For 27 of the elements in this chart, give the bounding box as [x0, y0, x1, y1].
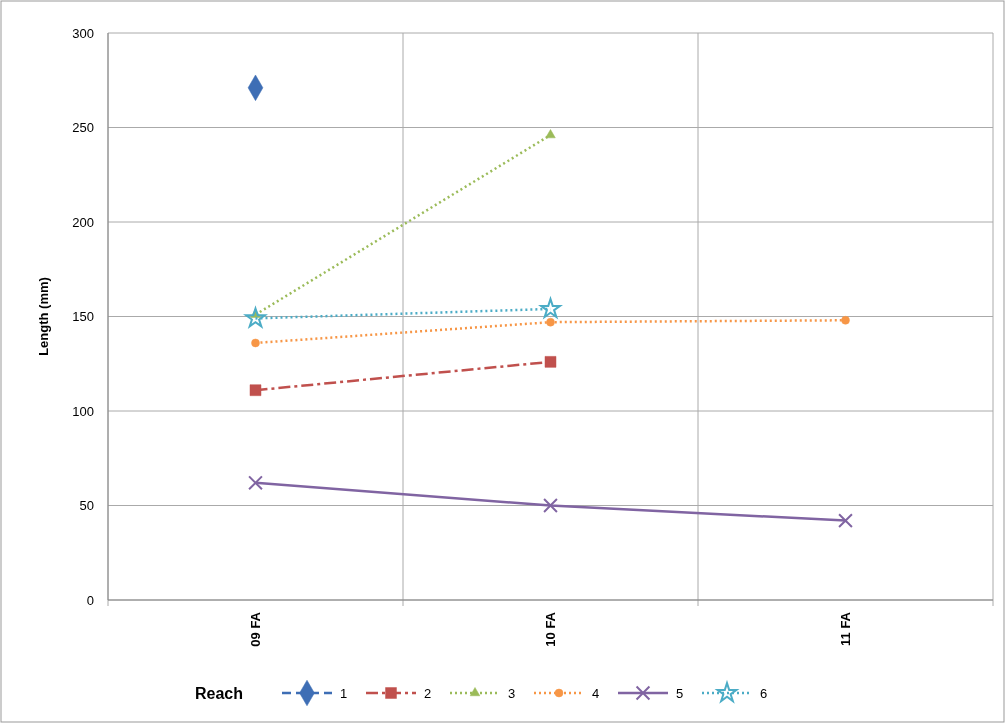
legend-label: 1	[340, 686, 348, 701]
point	[248, 475, 263, 491]
x-tick-label: 09 FA	[248, 611, 264, 647]
point	[838, 513, 853, 529]
legend-label: 5	[676, 686, 684, 701]
point	[544, 356, 557, 368]
legend-label: 6	[760, 686, 768, 701]
y-tick-label: 150	[72, 309, 94, 325]
y-tick-label: 250	[72, 120, 94, 136]
y-tick-label: 50	[79, 498, 94, 514]
legend-label: 4	[592, 686, 600, 701]
x-tick-label: 10 FA	[543, 611, 559, 647]
point	[251, 338, 260, 348]
y-tick-label: 100	[72, 403, 94, 419]
point	[841, 316, 850, 325]
legend-title: Reach	[195, 685, 244, 702]
point	[540, 298, 561, 318]
y-tick-label: 300	[72, 25, 94, 41]
legend-label: 3	[508, 686, 516, 701]
legend-label: 2	[424, 686, 432, 701]
y-tick-label: 200	[72, 214, 94, 230]
x-tick-label: 11 FA	[838, 611, 854, 646]
point	[249, 384, 262, 396]
point	[546, 317, 555, 327]
point	[543, 498, 558, 513]
y-axis-title: Length (mm)	[36, 277, 51, 356]
y-tick-label: 0	[86, 592, 94, 608]
